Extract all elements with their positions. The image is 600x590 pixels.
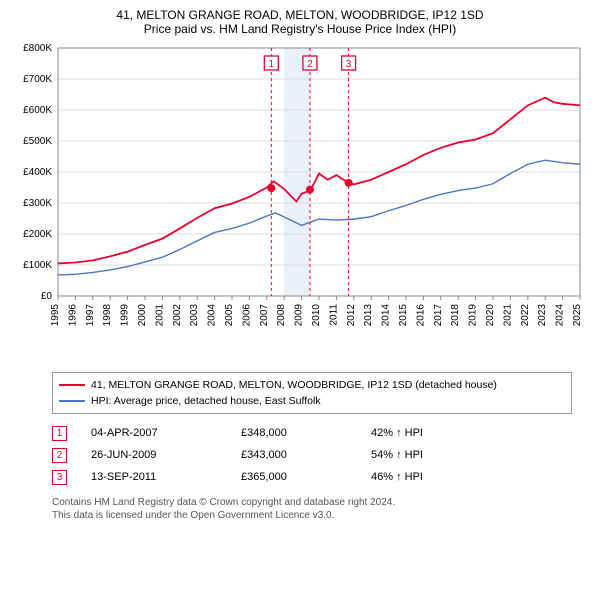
svg-text:2003: 2003 — [189, 304, 200, 327]
chart-svg: £0 £100K £200K £300K £400K £500K £600K £700K £80… — [10, 42, 585, 362]
svg-text:2016: 2016 — [415, 304, 426, 327]
plot-area: £0 £100K £200K £300K £400K £500K £600K £700K £80… — [10, 42, 585, 362]
svg-text:1: 1 — [269, 59, 275, 70]
sale-badge-1: 1 — [52, 426, 67, 441]
svg-text:£700K: £700K — [23, 74, 52, 85]
legend-row-property: 41, MELTON GRANGE ROAD, MELTON, WOODBRID… — [59, 377, 565, 393]
sale-pct-3: 46% ↑ HPI — [371, 471, 481, 483]
svg-text:1996: 1996 — [67, 304, 78, 327]
svg-text:£800K: £800K — [23, 43, 52, 54]
svg-text:1995: 1995 — [50, 304, 61, 327]
svg-text:1999: 1999 — [120, 304, 131, 327]
title-address: 41, MELTON GRANGE ROAD, MELTON, WOODBRID… — [10, 8, 590, 22]
svg-text:2021: 2021 — [502, 304, 513, 327]
svg-text:£200K: £200K — [23, 229, 52, 240]
svg-text:2022: 2022 — [520, 304, 531, 327]
svg-text:2013: 2013 — [363, 304, 374, 327]
sale-price-1: £348,000 — [241, 427, 371, 439]
svg-text:2008: 2008 — [276, 304, 287, 327]
legend-row-hpi: HPI: Average price, detached house, East… — [59, 393, 565, 409]
svg-text:2018: 2018 — [450, 304, 461, 327]
svg-text:£0: £0 — [41, 291, 53, 302]
title-subtitle: Price paid vs. HM Land Registry's House … — [10, 22, 590, 36]
svg-text:2: 2 — [307, 59, 313, 70]
svg-text:2001: 2001 — [154, 304, 165, 327]
svg-text:2006: 2006 — [241, 304, 252, 327]
svg-text:£600K: £600K — [23, 105, 52, 116]
footnote-line1: Contains HM Land Registry data © Crown c… — [52, 496, 590, 509]
svg-text:£100K: £100K — [23, 260, 52, 271]
svg-text:2015: 2015 — [398, 304, 409, 327]
footnote-line2: This data is licensed under the Open Gov… — [52, 509, 590, 522]
sales-row-1: 1 04-APR-2007 £348,000 42% ↑ HPI — [52, 422, 572, 444]
svg-text:2002: 2002 — [172, 304, 183, 327]
svg-text:2025: 2025 — [572, 304, 583, 327]
svg-text:2020: 2020 — [485, 304, 496, 327]
footnote: Contains HM Land Registry data © Crown c… — [52, 496, 590, 522]
legend-label-hpi: HPI: Average price, detached house, East… — [91, 395, 321, 407]
legend-box: 41, MELTON GRANGE ROAD, MELTON, WOODBRID… — [52, 372, 572, 414]
svg-text:2011: 2011 — [328, 304, 339, 326]
legend-swatch-hpi — [59, 400, 85, 402]
svg-text:2007: 2007 — [259, 304, 270, 327]
svg-text:1998: 1998 — [102, 304, 113, 327]
sale-date-2: 26-JUN-2009 — [91, 449, 241, 461]
svg-text:1997: 1997 — [85, 304, 96, 327]
svg-text:2010: 2010 — [311, 304, 322, 327]
svg-text:2005: 2005 — [224, 304, 235, 327]
svg-text:2004: 2004 — [207, 304, 218, 327]
svg-text:2019: 2019 — [468, 304, 479, 327]
svg-text:£400K: £400K — [23, 167, 52, 178]
sales-row-3: 3 13-SEP-2011 £365,000 46% ↑ HPI — [52, 466, 572, 488]
svg-text:2009: 2009 — [294, 304, 305, 327]
sale-pct-2: 54% ↑ HPI — [371, 449, 481, 461]
title-block: 41, MELTON GRANGE ROAD, MELTON, WOODBRID… — [10, 8, 590, 36]
svg-text:3: 3 — [346, 59, 352, 70]
sale-price-3: £365,000 — [241, 471, 371, 483]
sale-badge-3: 3 — [52, 470, 67, 485]
sale-price-2: £343,000 — [241, 449, 371, 461]
sale-pct-1: 42% ↑ HPI — [371, 427, 481, 439]
svg-text:2012: 2012 — [346, 304, 357, 327]
svg-text:£500K: £500K — [23, 136, 52, 147]
svg-text:£300K: £300K — [23, 198, 52, 209]
svg-text:2023: 2023 — [537, 304, 548, 327]
sale-date-3: 13-SEP-2011 — [91, 471, 241, 483]
legend-label-property: 41, MELTON GRANGE ROAD, MELTON, WOODBRID… — [91, 379, 497, 391]
svg-text:2014: 2014 — [381, 304, 392, 327]
svg-text:2024: 2024 — [555, 304, 566, 327]
legend-swatch-property — [59, 384, 85, 386]
sales-row-2: 2 26-JUN-2009 £343,000 54% ↑ HPI — [52, 444, 572, 466]
chart-container: 41, MELTON GRANGE ROAD, MELTON, WOODBRID… — [0, 0, 600, 526]
sales-table: 1 04-APR-2007 £348,000 42% ↑ HPI 2 26-JU… — [52, 422, 572, 488]
sale-badge-2: 2 — [52, 448, 67, 463]
svg-text:2017: 2017 — [433, 304, 444, 327]
svg-text:2000: 2000 — [137, 304, 148, 327]
sale-date-1: 04-APR-2007 — [91, 427, 241, 439]
